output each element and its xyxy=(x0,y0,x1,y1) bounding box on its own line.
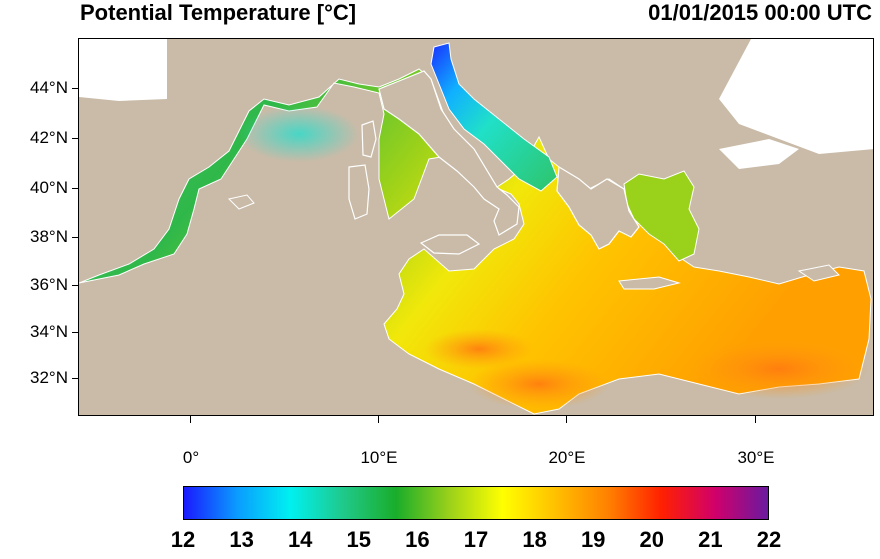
lon-label-20e: 20°E xyxy=(548,448,586,467)
lat-tick-34n xyxy=(72,332,79,333)
warm-water-levantine xyxy=(689,339,869,399)
warm-water-gulf-sidra xyxy=(424,329,534,369)
colorbar-label-12: 12 xyxy=(170,527,196,552)
lat-tick-36n xyxy=(72,285,79,286)
colorbar-label-19: 19 xyxy=(580,527,606,552)
outside-domain-ne xyxy=(719,39,873,154)
lon-label-0: 0° xyxy=(182,448,200,467)
lat-label-36n: 36°N xyxy=(30,275,68,294)
colorbar xyxy=(183,486,769,520)
lon-tick-0 xyxy=(190,416,191,423)
land-sicily xyxy=(419,234,481,255)
black-sea-outside xyxy=(719,139,799,169)
lon-tick-30e xyxy=(755,416,756,423)
lat-label-44n: 44°N xyxy=(30,78,68,97)
colorbar-label-13: 13 xyxy=(229,527,254,552)
lon-label-10e: 10°E xyxy=(360,448,398,467)
cool-water-liguro-provencal xyxy=(239,106,359,162)
colorbar-label-20: 20 xyxy=(639,527,665,552)
colorbar-label-14: 14 xyxy=(287,527,313,552)
colorbar-label-18: 18 xyxy=(522,527,547,552)
lon-label-30e: 30°E xyxy=(737,448,775,467)
colorbar-label-22: 22 xyxy=(756,527,782,552)
timestamp: 01/01/2015 00:00 UTC xyxy=(648,0,872,25)
lat-tick-32n xyxy=(72,378,79,379)
lat-tick-40n xyxy=(72,188,79,189)
map-panel[interactable] xyxy=(78,38,874,416)
warm-water-libyan xyxy=(469,359,609,409)
sea-adriatic xyxy=(430,42,558,192)
lat-tick-38n xyxy=(72,237,79,238)
lat-tick-44n xyxy=(72,88,79,89)
colorbar-label-17: 17 xyxy=(463,527,489,552)
outside-domain-nw xyxy=(79,39,167,101)
land-italy xyxy=(378,70,520,236)
colorbar-label-21: 21 xyxy=(698,527,723,552)
colorbar-label-16: 16 xyxy=(405,527,430,552)
land-balearic xyxy=(228,194,255,210)
sea-main xyxy=(79,68,872,415)
land-greece xyxy=(556,165,640,250)
temperature-map xyxy=(79,39,873,415)
land-corsica xyxy=(361,120,377,158)
map-title: Potential Temperature [°C] xyxy=(80,0,357,25)
lat-label-38n: 38°N xyxy=(30,227,68,246)
land-cyprus xyxy=(797,264,840,282)
lat-label-40n: 40°N xyxy=(30,178,68,197)
lat-tick-42n xyxy=(72,138,79,139)
land-crete xyxy=(618,276,681,290)
lat-label-34n: 34°N xyxy=(30,322,68,341)
lat-label-32n: 32°N xyxy=(30,368,68,387)
lon-tick-10e xyxy=(378,416,379,423)
lat-label-42n: 42°N xyxy=(30,128,68,147)
colorbar-label-15: 15 xyxy=(346,527,372,552)
lon-tick-20e xyxy=(566,416,567,423)
land-sardinia xyxy=(348,164,370,220)
sea-aegean xyxy=(623,170,700,262)
